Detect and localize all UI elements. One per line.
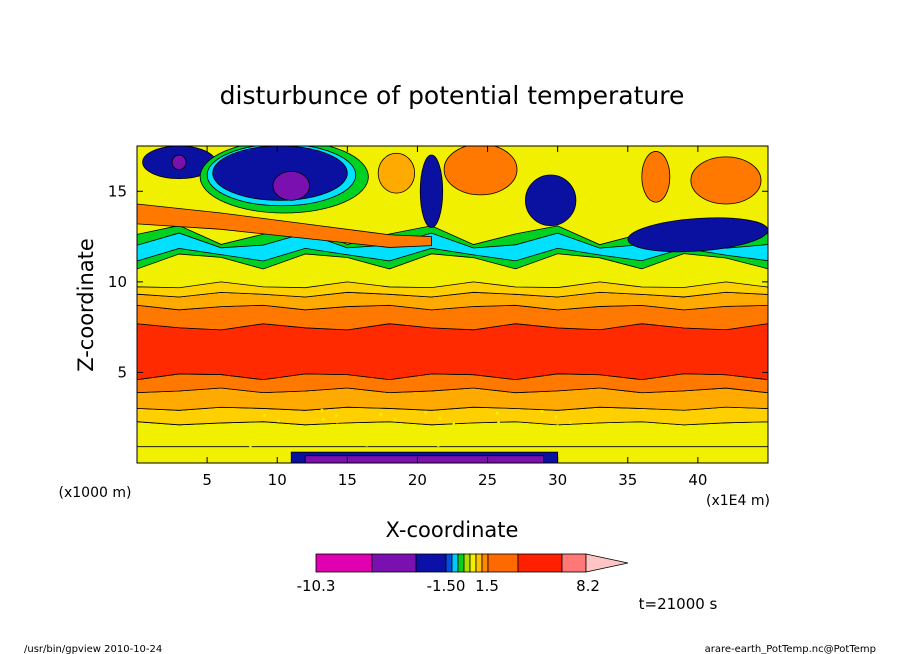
x-tick-label: 35 xyxy=(618,471,637,489)
speckle-mark xyxy=(263,414,266,418)
colorbar-segment xyxy=(463,553,471,573)
footer-left-text: /usr/bin/gpview 2010-10-24 xyxy=(24,644,162,654)
speckle-mark xyxy=(556,424,559,428)
y-tick-label: 15 xyxy=(108,182,127,200)
cold-cell-center-right xyxy=(525,174,577,227)
colorbar-label: 8.2 xyxy=(576,577,600,595)
speckle-mark xyxy=(525,431,528,435)
colorbar-segment xyxy=(561,553,587,573)
speckle-mark xyxy=(320,408,324,412)
x-tick-label: 15 xyxy=(338,471,357,489)
speckle-mark xyxy=(437,443,440,447)
speckle-mark xyxy=(249,444,252,448)
band-yellow-orange-upper xyxy=(137,281,768,298)
cold-cell-mid xyxy=(419,154,444,228)
colorbar-segment xyxy=(371,553,417,573)
colorbar-segment xyxy=(517,553,563,573)
contour-plot-area xyxy=(137,146,768,463)
x-unit-left-label: (x1000 m) xyxy=(59,485,132,501)
colorbar-segment xyxy=(445,553,453,573)
speckle-mark xyxy=(292,434,296,438)
speckle-mark xyxy=(568,420,572,424)
colorbar-segment xyxy=(487,553,519,573)
time-label: t=21000 s xyxy=(639,595,718,613)
speckle-mark xyxy=(497,420,500,424)
speckle-mark xyxy=(395,427,398,431)
footer-right-text: arare-earth_PotTemp.nc@PotTemp xyxy=(705,644,876,654)
y-axis-label: Z-coordinate xyxy=(74,238,98,372)
colorbar-segment xyxy=(451,553,459,573)
colorbar-segment xyxy=(475,553,483,573)
speckle-mark xyxy=(306,439,310,443)
x-unit-right-label: (x1E4 m) xyxy=(706,493,770,509)
colorbar-arrow xyxy=(585,553,629,573)
colorbar-segment xyxy=(415,553,447,573)
speckle-mark xyxy=(350,428,353,432)
speckle-mark xyxy=(466,427,470,431)
colorbar: -10.3 -1.50 1.5 8.2 xyxy=(297,553,629,595)
y-axis-ticks: 5 10 15 xyxy=(108,182,768,381)
speckle-mark xyxy=(539,437,542,441)
x-axis-ticks: 5 10 15 20 25 30 35 40 xyxy=(202,146,707,489)
plot-frame xyxy=(136,145,769,464)
band-orange-tilted-left xyxy=(137,203,432,248)
colorbar-label: 1.5 xyxy=(475,577,499,595)
speckle-mark xyxy=(495,411,499,415)
speckle-mark xyxy=(452,422,455,426)
warm-cell-top-3 xyxy=(641,151,671,203)
speckle-mark xyxy=(481,442,485,446)
colorbar-segment xyxy=(315,553,373,573)
y-tick-label: 5 xyxy=(117,363,127,381)
colorbar-label: -10.3 xyxy=(297,577,336,595)
cold-cell-main-core xyxy=(272,170,310,201)
speckle-mark xyxy=(322,418,325,422)
speckle-mark xyxy=(277,419,280,423)
speckle-mark xyxy=(511,426,514,430)
x-tick-label: 40 xyxy=(688,471,707,489)
speckle-mark xyxy=(424,411,427,415)
speckle-mark xyxy=(364,434,367,438)
speckle-mark xyxy=(423,438,426,442)
x-tick-label: 5 xyxy=(202,471,212,489)
speckle-mark xyxy=(540,410,544,414)
speckle-mark xyxy=(351,438,355,442)
warm-cell-top-1 xyxy=(443,146,518,196)
speckle-mark xyxy=(453,431,457,435)
speckle-mark xyxy=(438,416,441,420)
warm-cell-top-4 xyxy=(690,156,762,205)
surface-cold-core xyxy=(304,455,545,463)
x-tick-label: 30 xyxy=(548,471,567,489)
warm-cell-top-2 xyxy=(377,152,416,194)
speckle-mark xyxy=(291,424,294,428)
speckle-mark xyxy=(584,435,587,439)
colorbar-segment xyxy=(469,553,477,573)
colorbar-segment xyxy=(481,553,489,573)
x-tick-label: 20 xyxy=(408,471,427,489)
speckle-mark xyxy=(409,432,412,436)
chart-title: disturbunce of potential temperature xyxy=(220,81,685,110)
colorbar-label: -1.50 xyxy=(427,577,466,595)
speckle-mark xyxy=(334,414,338,418)
speckle-mark xyxy=(336,423,339,427)
speckle-mark xyxy=(365,443,369,447)
speckle-mark xyxy=(393,418,397,422)
speckle-mark xyxy=(467,436,471,440)
speckle-mark xyxy=(379,412,383,416)
speckle-mark xyxy=(570,430,573,434)
x-tick-label: 25 xyxy=(478,471,497,489)
speckle-mark xyxy=(526,440,530,444)
band-cyan-upper xyxy=(137,232,768,262)
cold-cell-main xyxy=(212,146,348,201)
band-red-middle xyxy=(137,323,768,381)
y-tick-label: 10 xyxy=(108,273,127,291)
x-axis-label: X-coordinate xyxy=(386,518,519,542)
x-tick-label: 10 xyxy=(268,471,287,489)
colorbar-segment xyxy=(457,553,465,573)
speckle-mark xyxy=(261,441,265,445)
speckle-mark xyxy=(554,415,558,419)
cold-cell-left-core xyxy=(171,154,187,170)
